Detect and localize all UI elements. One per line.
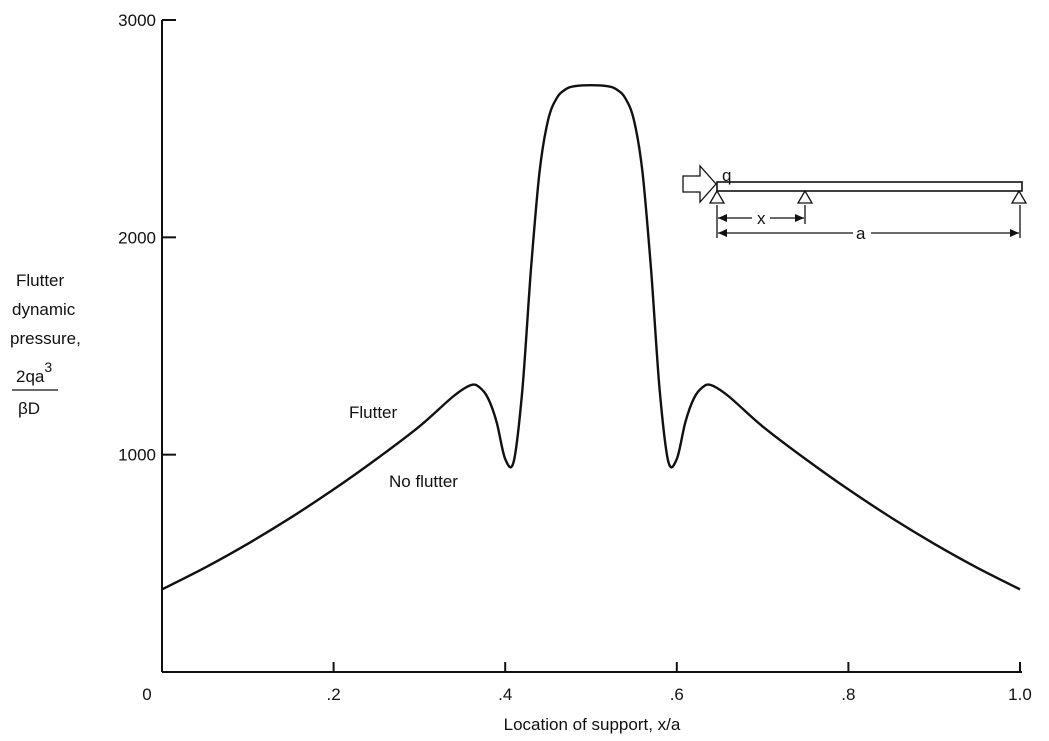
x-tick-label: .2	[327, 685, 341, 704]
a-dim-arrow-left-icon	[718, 229, 727, 237]
exponent-text: 3	[44, 359, 52, 375]
x-tick-label: .8	[841, 685, 855, 704]
x-tick-label: 0	[142, 685, 151, 704]
support-middle-icon	[796, 189, 814, 204]
load-label: q	[722, 166, 731, 185]
flow-arrow-icon	[682, 164, 717, 204]
beam-schematic: q x a	[682, 164, 1028, 243]
beam	[716, 181, 1023, 192]
y-label-numerator: 2qa3	[16, 359, 52, 386]
support-right-icon	[1010, 189, 1028, 204]
support-left-icon	[708, 189, 726, 204]
x-dim-arrow-left-icon	[718, 214, 727, 222]
y-axis-label-line-3: pressure,	[10, 329, 81, 348]
annotation-no-flutter: No flutter	[389, 472, 458, 491]
y-tick-label: 2000	[118, 228, 156, 247]
x-dimension-label: x	[757, 209, 766, 228]
x-tick-label: 1.0	[1008, 685, 1032, 704]
y-axis-label-line-2: dynamic	[12, 300, 76, 319]
y-axis-label: Flutter dynamic pressure, 2qa3 βD	[10, 271, 81, 418]
x-dim-arrow-right-icon	[795, 214, 804, 222]
numerator-text: 2qa	[16, 367, 45, 386]
a-dim-arrow-right-icon	[1010, 229, 1019, 237]
flutter-boundary-line	[161, 83, 1021, 591]
a-dimension-label: a	[856, 224, 866, 243]
annotation-flutter: Flutter	[349, 403, 398, 422]
x-tick-label: .6	[670, 685, 684, 704]
x-ticks: 0 .2 .4 .6 .8 1.0	[142, 662, 1032, 704]
x-axis-label: Location of support, x/a	[504, 715, 681, 734]
y-tick-label: 3000	[118, 11, 156, 30]
y-label-denominator: βD	[18, 399, 40, 418]
x-tick-label: .4	[498, 685, 512, 704]
y-tick-label: 1000	[118, 446, 156, 465]
y-ticks: 1000 2000 3000	[118, 11, 176, 465]
y-axis-label-line-1: Flutter	[16, 271, 65, 290]
